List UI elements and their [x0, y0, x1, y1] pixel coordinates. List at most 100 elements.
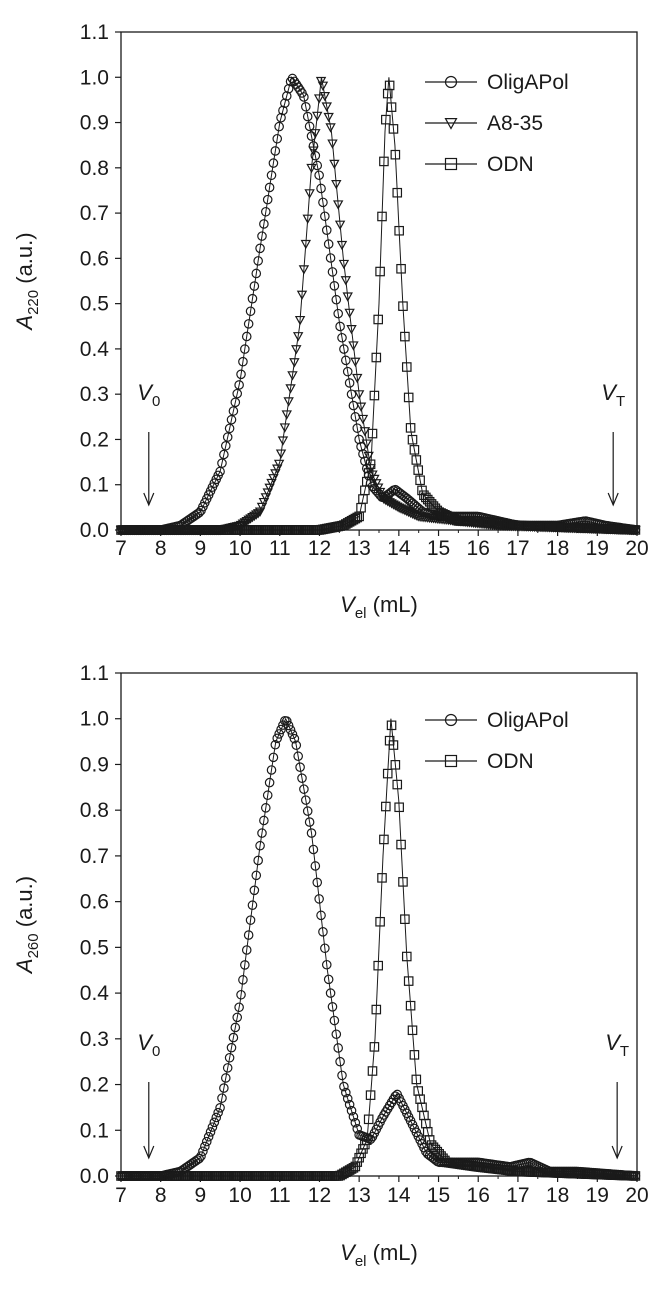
data-point	[350, 357, 361, 368]
legend-entry: ODN	[425, 153, 534, 176]
data-point	[243, 319, 254, 329]
data-point	[320, 943, 330, 954]
data-point	[373, 960, 384, 971]
data-point	[272, 733, 283, 744]
data-point	[287, 729, 298, 740]
data-point	[407, 434, 418, 445]
data-point	[294, 315, 306, 326]
data-point	[319, 92, 331, 102]
data-point	[224, 423, 235, 434]
data-point	[217, 458, 227, 468]
data-point	[325, 253, 336, 263]
data-point	[219, 1083, 229, 1093]
legend-marker	[444, 157, 458, 171]
x-tick-label: 18	[546, 537, 569, 560]
data-point	[264, 182, 275, 193]
data-point	[300, 239, 312, 250]
data-point	[361, 439, 372, 449]
data-point	[194, 1153, 204, 1164]
data-point	[394, 225, 404, 236]
data-point	[327, 139, 338, 149]
data-point	[228, 1032, 239, 1043]
x-tick-label: 10	[228, 1184, 251, 1207]
data-point	[338, 259, 350, 270]
data-point	[390, 149, 401, 160]
data-point	[239, 518, 251, 528]
data-point	[257, 231, 267, 241]
legend-entry: ODN	[425, 750, 534, 773]
data-point	[255, 243, 265, 254]
legend-label: ODN	[487, 153, 534, 176]
y-tick-label: 0.6	[80, 247, 109, 270]
data-point	[230, 1022, 241, 1033]
annotation-VT: VT	[605, 1030, 629, 1160]
data-point	[253, 256, 263, 266]
y-tick-label: 0.0	[80, 1165, 109, 1188]
x-tick-label: 8	[155, 537, 167, 560]
data-point	[323, 239, 334, 249]
data-point	[381, 801, 391, 812]
data-point	[320, 211, 330, 222]
data-point	[316, 910, 326, 921]
annotation-V0: V0	[137, 380, 160, 507]
legend-entry: OligAPol	[425, 71, 569, 94]
y-tick-label: 0.2	[80, 428, 109, 451]
y-tick-label: 0.7	[80, 202, 109, 225]
legend-entry: A8-35	[425, 112, 543, 135]
data-point	[331, 294, 342, 305]
data-point	[335, 1056, 345, 1067]
data-point	[285, 384, 296, 394]
data-point	[240, 960, 250, 970]
data-point	[245, 514, 256, 524]
x-tick-label: 19	[586, 537, 609, 560]
data-point	[630, 1171, 641, 1181]
data-point	[292, 332, 304, 342]
data-point	[196, 1151, 206, 1161]
data-point	[333, 1043, 343, 1053]
data-point	[356, 441, 366, 452]
data-point	[365, 1090, 376, 1100]
data-point	[321, 225, 332, 235]
data-point	[318, 927, 328, 937]
data-point	[251, 510, 262, 520]
x-tick-label: 13	[347, 1184, 370, 1207]
series-line	[121, 718, 638, 1177]
legend-entry: OligAPol	[425, 709, 569, 732]
data-point	[308, 844, 319, 855]
data-point	[230, 397, 241, 408]
legend-marker	[444, 754, 458, 768]
y-tick-label: 0.9	[80, 112, 109, 135]
data-point	[331, 180, 342, 190]
data-point	[308, 146, 319, 156]
data-point	[205, 1127, 216, 1137]
data-point	[333, 308, 343, 319]
data-point	[342, 1093, 353, 1104]
y-tick-label: 1.0	[80, 66, 109, 89]
x-tick-label: 12	[308, 537, 331, 560]
x-tick-label: 17	[506, 537, 529, 560]
data-point	[329, 159, 340, 170]
data-point	[337, 332, 347, 343]
data-point	[249, 511, 260, 522]
data-point	[304, 817, 315, 827]
data-point	[369, 1042, 380, 1052]
data-point	[291, 345, 302, 355]
data-point	[200, 1141, 210, 1152]
data-point	[273, 459, 285, 470]
x-tick-label: 16	[467, 537, 490, 560]
data-point	[272, 133, 283, 144]
data-point	[329, 281, 340, 291]
data-point	[411, 511, 422, 521]
y-tick-label: 0.4	[80, 338, 110, 361]
data-point	[377, 211, 387, 222]
data-point	[310, 129, 321, 139]
data-point	[276, 112, 286, 123]
data-point	[287, 371, 298, 381]
data-point	[220, 440, 231, 451]
data-point	[302, 214, 313, 224]
data-point	[375, 916, 385, 927]
data-point	[302, 111, 313, 122]
data-point	[350, 1117, 361, 1128]
data-point	[236, 989, 246, 1000]
data-point	[281, 91, 292, 101]
